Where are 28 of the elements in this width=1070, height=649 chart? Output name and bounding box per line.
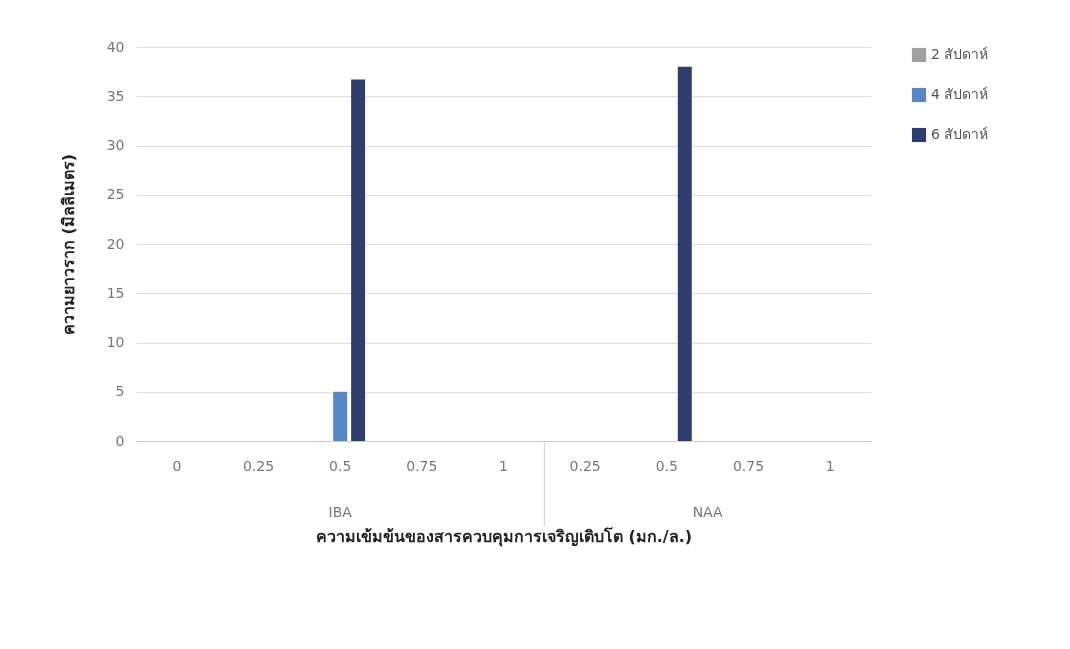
- x-tick-label: 0.5: [655, 457, 678, 474]
- bar: [677, 66, 692, 441]
- y-tick-label: 10: [106, 334, 125, 350]
- x-tick-label: 0.75: [732, 457, 765, 474]
- x-tick-label: 1: [499, 457, 508, 474]
- y-tick-label: 20: [106, 235, 125, 252]
- x-tick-label: 0.25: [569, 457, 601, 474]
- y-tick-label: 0: [115, 432, 125, 449]
- x-tick-label: 0: [172, 457, 182, 474]
- x-tick-label: 0.5: [329, 457, 352, 474]
- y-tick-label: 25: [106, 186, 125, 203]
- legend-label: 6 สัปดาห์: [931, 126, 989, 142]
- x-tick-label: 1: [825, 457, 835, 474]
- legend-label: 4 สัปดาห์: [931, 86, 989, 102]
- y-axis-title: ความยาวราก (มิลลิเมตร): [58, 153, 78, 336]
- text: IBA: [328, 504, 353, 520]
- y-tick-label: 35: [106, 87, 125, 104]
- y-tick-label: 5: [115, 383, 125, 400]
- y-tick-label: 30: [106, 137, 125, 153]
- legend-label: 2 สัปดาห์: [931, 46, 989, 62]
- x-tick-label: 0.25: [242, 457, 275, 474]
- text: NAA: [692, 504, 724, 520]
- y-tick-label: 15: [106, 284, 125, 301]
- x-tick-label: 0.75: [406, 457, 438, 474]
- x-axis-title: ความเข้มข้นของสารควบคุมการเจริญเติบโต (มก./ล.): [315, 525, 693, 547]
- bar: [351, 79, 366, 441]
- bar: [333, 391, 348, 441]
- y-tick-label: 40: [106, 38, 125, 55]
